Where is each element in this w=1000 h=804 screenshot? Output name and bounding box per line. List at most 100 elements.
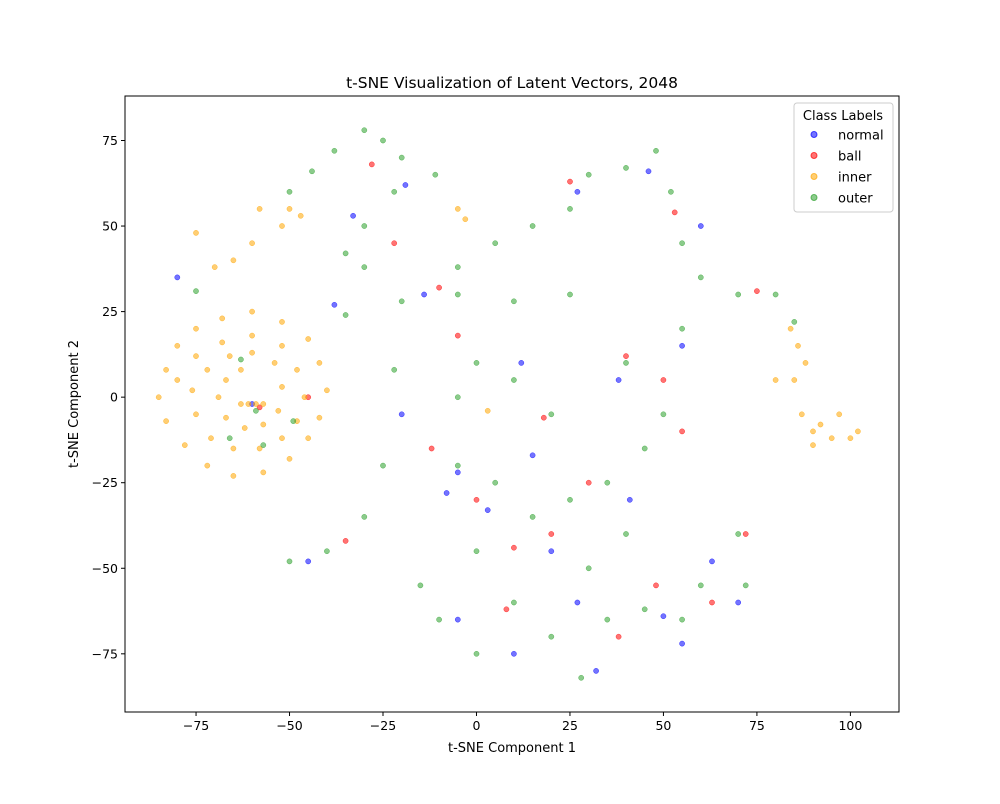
data-point-ball bbox=[511, 544, 517, 551]
y-axis-label: t-SNE Component 2 bbox=[67, 340, 82, 468]
x-tick-label: −75 bbox=[183, 718, 209, 733]
data-point-normal bbox=[574, 188, 581, 195]
legend-label-inner: inner bbox=[838, 171, 872, 186]
data-point-outer bbox=[238, 356, 244, 363]
data-point-ball bbox=[653, 582, 659, 589]
data-point-outer bbox=[623, 531, 629, 537]
data-point-inner bbox=[238, 401, 244, 407]
legend-box bbox=[793, 102, 894, 213]
data-point-inner bbox=[241, 425, 248, 431]
data-point-inner bbox=[855, 428, 861, 435]
y-tick-label: −25 bbox=[92, 475, 118, 490]
data-point-inner bbox=[249, 308, 255, 315]
data-point-inner bbox=[245, 401, 252, 407]
data-point-inner bbox=[204, 366, 211, 373]
data-point-outer bbox=[679, 325, 685, 332]
data-point-ball bbox=[454, 332, 461, 339]
data-point-inner bbox=[305, 435, 312, 442]
data-point-inner bbox=[305, 336, 312, 342]
data-point-outer bbox=[604, 479, 611, 486]
data-point-inner bbox=[193, 411, 199, 418]
data-point-outer bbox=[529, 223, 536, 229]
data-point-inner bbox=[324, 387, 330, 394]
data-point-inner bbox=[189, 387, 196, 394]
data-point-inner bbox=[810, 442, 816, 448]
data-point-inner bbox=[193, 353, 199, 359]
x-axis-label: t-SNE Component 1 bbox=[448, 741, 576, 756]
data-point-outer bbox=[398, 298, 405, 305]
series-ball bbox=[256, 161, 760, 640]
series-normal bbox=[174, 168, 742, 674]
data-point-inner bbox=[174, 342, 181, 349]
data-point-inner bbox=[802, 360, 809, 366]
data-point-ball bbox=[615, 633, 622, 640]
data-point-outer bbox=[772, 291, 779, 298]
data-point-outer bbox=[668, 188, 674, 195]
data-point-normal bbox=[443, 490, 450, 496]
data-point-ball bbox=[679, 428, 685, 435]
data-point-inner bbox=[174, 377, 181, 383]
data-point-outer bbox=[578, 674, 585, 681]
data-point-outer bbox=[548, 411, 555, 418]
data-point-outer bbox=[623, 165, 629, 171]
data-point-outer bbox=[226, 435, 233, 442]
data-point-outer bbox=[361, 264, 368, 270]
data-point-normal bbox=[593, 668, 599, 674]
data-point-normal bbox=[679, 342, 685, 349]
data-point-inner bbox=[211, 264, 218, 270]
data-point-outer bbox=[309, 168, 315, 175]
data-point-outer bbox=[567, 291, 573, 298]
data-point-inner bbox=[847, 435, 854, 442]
data-point-outer bbox=[454, 462, 461, 469]
data-point-inner bbox=[256, 206, 263, 212]
data-point-outer bbox=[660, 411, 667, 418]
data-point-inner bbox=[297, 212, 304, 219]
data-point-outer bbox=[567, 206, 573, 212]
data-point-normal bbox=[709, 558, 715, 565]
data-point-outer bbox=[253, 407, 259, 414]
data-point-normal bbox=[454, 469, 461, 476]
data-point-inner bbox=[798, 411, 805, 418]
y-tick-label: 25 bbox=[102, 304, 118, 319]
x-tick-label: 25 bbox=[562, 718, 578, 733]
data-point-inner bbox=[286, 206, 293, 212]
data-point-outer bbox=[454, 394, 461, 401]
data-point-normal bbox=[548, 548, 555, 555]
data-point-outer bbox=[585, 171, 592, 178]
data-point-outer bbox=[436, 616, 442, 623]
data-point-outer bbox=[391, 366, 398, 373]
data-point-outer bbox=[548, 633, 555, 640]
legend-marker-inner bbox=[810, 173, 818, 180]
data-point-outer bbox=[511, 599, 517, 606]
legend-title: Class Labels bbox=[803, 109, 883, 124]
x-tick-label: 100 bbox=[838, 718, 862, 733]
x-tick-label: −25 bbox=[370, 718, 396, 733]
data-point-ball bbox=[473, 496, 480, 503]
x-tick-label: 75 bbox=[749, 718, 765, 733]
data-point-normal bbox=[484, 507, 491, 513]
data-point-normal bbox=[697, 223, 704, 229]
data-point-inner bbox=[193, 230, 199, 236]
x-tick-label: 50 bbox=[655, 718, 671, 733]
legend: Class Labels normal ball inner outer bbox=[793, 102, 894, 213]
data-point-inner bbox=[279, 342, 285, 349]
data-point-inner bbox=[271, 360, 278, 366]
data-point-normal bbox=[518, 360, 525, 366]
series-inner bbox=[155, 206, 861, 479]
data-point-inner bbox=[279, 319, 285, 325]
data-point-normal bbox=[421, 291, 427, 298]
data-point-outer bbox=[331, 147, 338, 154]
data-point-outer bbox=[361, 127, 368, 134]
data-point-normal bbox=[574, 599, 581, 606]
data-point-inner bbox=[238, 366, 244, 373]
data-point-ball bbox=[342, 538, 349, 544]
data-point-outer bbox=[623, 360, 629, 366]
data-point-outer bbox=[735, 291, 742, 298]
data-point-inner bbox=[215, 394, 222, 401]
data-point-inner bbox=[155, 394, 162, 401]
y-tick-label: 50 bbox=[102, 219, 118, 234]
data-point-outer bbox=[529, 514, 536, 520]
data-point-outer bbox=[361, 514, 368, 520]
data-point-ball bbox=[256, 404, 263, 411]
data-point-outer bbox=[641, 445, 648, 452]
